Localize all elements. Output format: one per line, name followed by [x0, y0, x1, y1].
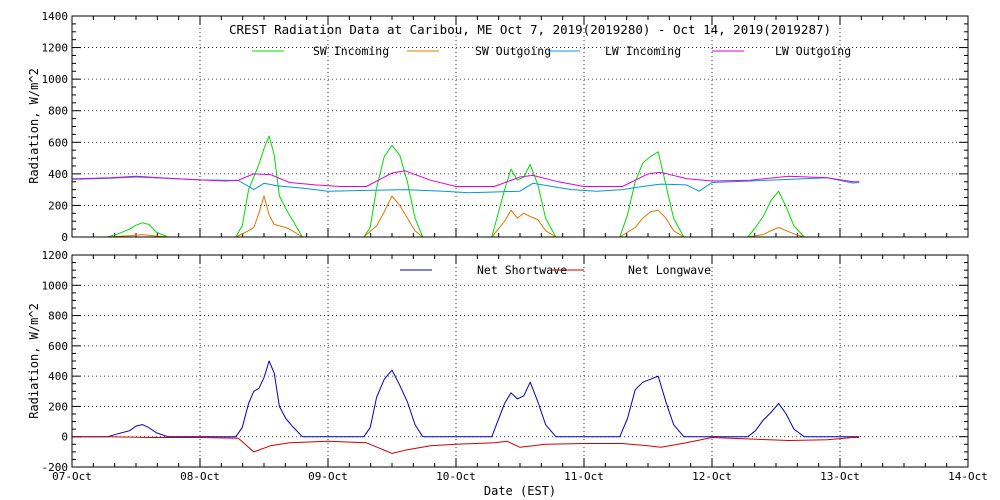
bottom-y-tick-label: 200 — [48, 400, 68, 413]
bottom-y-tick-label: 600 — [48, 340, 68, 353]
top-y-tick-label: 1400 — [42, 10, 69, 23]
top-y-tick-label: 0 — [61, 231, 68, 244]
bottom-plot-frame — [71, 254, 969, 468]
top-y-axis-title: Radiation, W/m^2 — [27, 68, 41, 184]
bottom-ticks — [71, 254, 969, 468]
top-plot-frame — [71, 15, 969, 238]
top-y-tick-label: 200 — [48, 199, 68, 212]
top-y-tick-labels: 0 200 400 600 800 1000 1200 1400 — [42, 10, 69, 244]
x-tick-label: 08-Oct — [180, 470, 220, 483]
top-legend: SW Incoming SW Outgoing LW Incoming LW Outg… — [252, 44, 851, 58]
top-series — [71, 135, 860, 238]
bottom-grid — [72, 255, 968, 467]
legend-label-lw-outgoing: LW Outgoing — [775, 44, 851, 58]
bottom-legend: Net Shortwave Net Longwave — [400, 263, 711, 277]
bottom-y-tick-label: 0 — [61, 431, 68, 444]
x-axis-title: Date (EST) — [484, 484, 556, 498]
top-y-tick-label: 1200 — [42, 42, 69, 55]
bottom-y-tick-label: 1000 — [42, 279, 69, 292]
chart-title: CREST Radiation Data at Caribou, ME Oct … — [229, 22, 831, 37]
x-tick-label: 11-Oct — [564, 470, 604, 483]
top-panel: 0 200 400 600 800 1000 1200 1400 Radiation, W/m… — [27, 10, 969, 244]
x-tick-labels: 07-Oct 08-Oct 09-Oct 10-Oct 11-Oct 12-Oct 13-O… — [52, 470, 988, 483]
top-grid — [72, 16, 968, 237]
top-y-tick-label: 1000 — [42, 73, 69, 86]
bottom-series — [72, 360, 860, 454]
bottom-y-axis-title: Radiation, W/m^2 — [27, 303, 41, 419]
legend-label-sw-incoming: SW Incoming — [313, 44, 389, 58]
net-longwave-line — [72, 436, 860, 454]
bottom-y-tick-labels: -200 0 200 400 600 800 1000 1200 — [42, 249, 69, 474]
legend-label-sw-outgoing: SW Outgoing — [475, 44, 551, 58]
legend-label-lw-incoming: LW Incoming — [605, 44, 681, 58]
bottom-y-tick-label: 1200 — [42, 249, 69, 262]
legend-label-net-longwave: Net Longwave — [628, 263, 711, 277]
bottom-panel: -200 0 200 400 600 800 1000 1200 Radiation, W/m… — [27, 249, 969, 474]
x-tick-label: 07-Oct — [52, 470, 92, 483]
net-shortwave-line — [72, 360, 860, 438]
bottom-y-tick-label: 800 — [48, 310, 68, 323]
top-y-tick-label: 600 — [48, 136, 68, 149]
x-tick-label: 14-Oct — [948, 470, 988, 483]
bottom-y-tick-label: -200 — [42, 461, 69, 474]
legend-label-net-shortwave: Net Shortwave — [477, 263, 567, 277]
lw-outgoing-line — [71, 170, 860, 187]
top-y-tick-label: 800 — [48, 105, 68, 118]
bottom-y-tick-label: 400 — [48, 370, 68, 383]
top-y-tick-label: 400 — [48, 168, 68, 181]
x-tick-label: 12-Oct — [692, 470, 732, 483]
x-tick-label: 09-Oct — [308, 470, 348, 483]
sw-incoming-line — [107, 135, 805, 238]
x-tick-label: 10-Oct — [436, 470, 476, 483]
x-tick-label: 13-Oct — [820, 470, 860, 483]
